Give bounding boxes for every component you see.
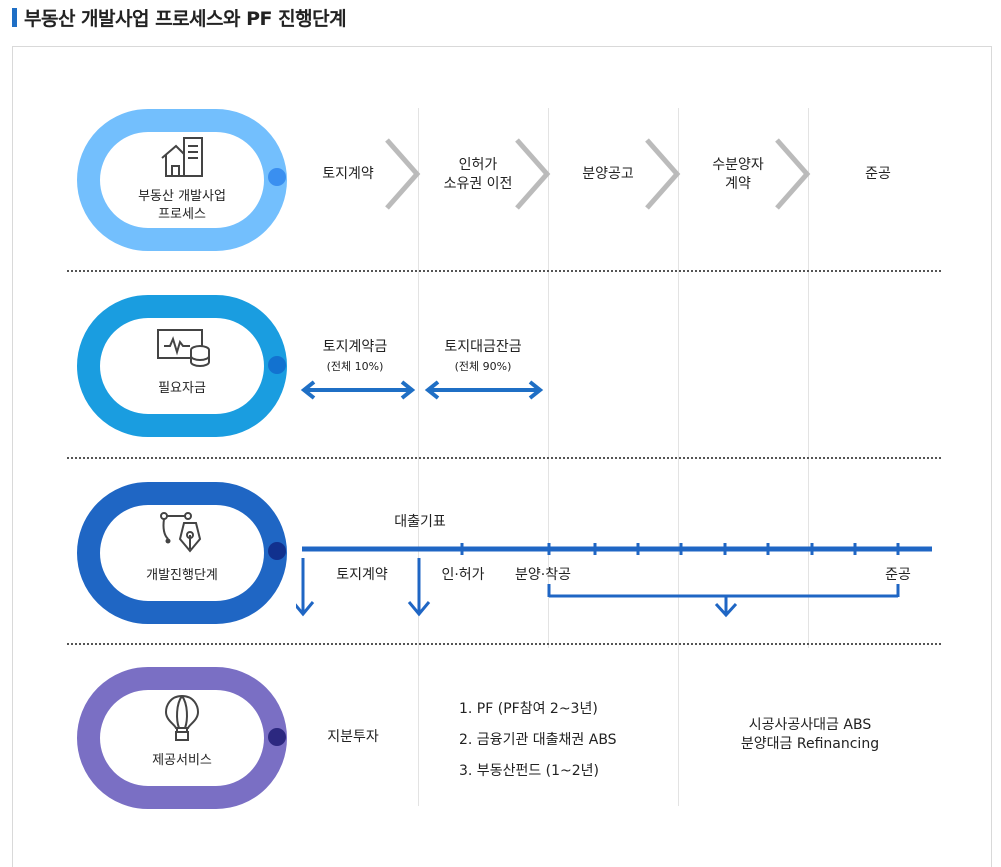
chevron-right-icon xyxy=(385,138,421,210)
process-pill: 부동산 개발사업 프로세스 xyxy=(77,109,287,251)
connector-dot xyxy=(268,356,286,374)
row-label: 부동산 개발사업 xyxy=(138,189,226,204)
money-monitor-coins-icon xyxy=(157,329,210,367)
building-document-icon xyxy=(161,137,203,177)
connector-dot xyxy=(268,542,286,560)
page-title: 부동산 개발사업 프로세스와 PF 진행단계 xyxy=(24,8,347,30)
timeline-label: 토지계약 xyxy=(336,567,388,583)
service-late-stage: 시공사공사대금 ABS 분양대금 Refinancing xyxy=(740,717,880,752)
timeline-label: 인·허가 xyxy=(441,567,485,583)
pen-tool-icon xyxy=(160,512,202,553)
column-divider xyxy=(548,108,549,648)
process-step: 토지계약 xyxy=(322,166,374,182)
service-pf-item: 3. 부동산펀드 (1~2년) xyxy=(459,763,600,779)
funding-pill: 필요자금 xyxy=(77,295,287,437)
timeline-label: 준공 xyxy=(885,567,911,583)
service-pf-item: 1. PF (PF참여 2~3년) xyxy=(459,701,598,717)
chevron-right-icon xyxy=(775,138,811,210)
chevron-right-icon xyxy=(645,138,681,210)
row-separator xyxy=(67,270,941,272)
funding-label: 토지계약금 (전체 10%) xyxy=(322,339,388,373)
row-label: 프로세스 xyxy=(158,207,206,222)
row-label: 필요자금 xyxy=(158,381,206,396)
service-equity: 지분투자 xyxy=(327,729,379,745)
row-label: 개발진행단계 xyxy=(146,568,218,583)
loan-timeline xyxy=(296,543,932,618)
row-label: 제공서비스 xyxy=(152,753,212,768)
double-arrow-icon xyxy=(424,380,544,400)
process-step: 인허가 소유권 이전 xyxy=(443,157,513,192)
services-pill: 제공서비스 xyxy=(77,667,287,809)
process-step: 준공 xyxy=(865,166,891,182)
funding-label: 토지대금잔금 (전체 90%) xyxy=(444,339,522,373)
row-separator xyxy=(67,643,941,645)
hot-air-balloon-icon xyxy=(164,694,200,741)
process-step: 수분양자 계약 xyxy=(712,157,764,192)
connector-dot xyxy=(268,168,286,186)
process-step: 분양공고 xyxy=(582,166,634,182)
connector-dot xyxy=(268,728,286,746)
timeline-label: 분양·착공 xyxy=(515,567,571,583)
column-divider xyxy=(808,108,809,648)
service-pf-item: 2. 금융기관 대출채권 ABS xyxy=(459,732,617,748)
timeline-header: 대출기표 xyxy=(394,514,446,530)
chevron-right-icon xyxy=(515,138,551,210)
double-arrow-icon xyxy=(300,380,416,400)
title-accent-bar xyxy=(12,8,17,27)
development-pill: 개발진행단계 xyxy=(77,482,287,624)
row-separator xyxy=(67,457,941,459)
